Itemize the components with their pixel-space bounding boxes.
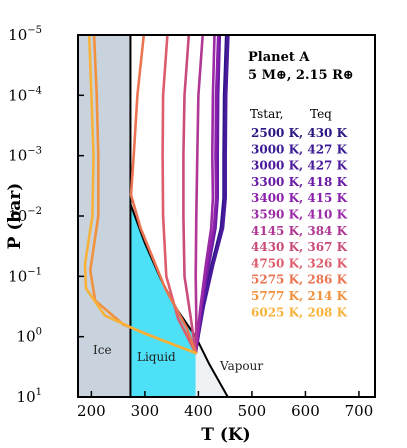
- x-axis-ticks: 200 300 400 500 600 700: [77, 391, 373, 420]
- region-label-ice: Ice: [93, 343, 112, 357]
- x-tick-label-4: 600: [291, 402, 320, 420]
- legend-entry-10: 5275 K, 286 K: [251, 273, 348, 287]
- legend-header-tstar: Tstar,: [250, 107, 284, 121]
- ice-region: [78, 35, 131, 397]
- region-label-vapour: Vapour: [219, 359, 263, 373]
- liquid-region: [130, 203, 196, 397]
- vapour-region: [195, 336, 228, 397]
- y-tick-label-5: 100: [17, 327, 42, 346]
- x-tick-label-3: 500: [238, 402, 267, 420]
- y-tick-label-4: 10−1: [8, 266, 42, 285]
- legend-entry-6: 3590 K, 410 K: [251, 208, 348, 222]
- legend-entry-9: 4750 K, 326 K: [251, 256, 348, 270]
- x-tick-label-0: 200: [77, 402, 106, 420]
- y-tick-label-6: 101: [17, 387, 42, 406]
- profile-line-9: [161, 35, 197, 355]
- legend-entry-8: 4430 K, 367 K: [251, 240, 348, 254]
- planet-mass-radius: 5 M⊕, 2.15 R⊕: [248, 68, 354, 83]
- x-tick-label-2: 400: [184, 402, 213, 420]
- legend-entry-5: 3400 K, 415 K: [251, 191, 348, 205]
- temperature-profiles: [83, 35, 230, 355]
- y-tick-label-2: 10−3: [8, 146, 42, 165]
- legend-entry-7: 4145 K, 384 K: [251, 224, 348, 238]
- x-tick-label-5: 700: [345, 402, 374, 420]
- legend-entry-1: 2500 K, 430 K: [251, 126, 348, 140]
- x-tick-label-1: 300: [131, 402, 160, 420]
- legend-header-teq: Teq: [310, 107, 332, 121]
- legend-entry-11: 5777 K, 214 K: [251, 289, 348, 303]
- legend-entry-2: 3000 K, 427 K: [251, 142, 348, 156]
- profile-line-10: [129, 35, 197, 355]
- y-tick-label-0: 10−5: [8, 25, 42, 44]
- y-axis-label: P (bar): [5, 183, 25, 250]
- x-axis-label: T (K): [201, 425, 250, 445]
- profile-line-12: [83, 35, 197, 355]
- region-label-liquid: Liquid: [137, 350, 176, 364]
- legend: 2500 K, 430 K 3000 K, 427 K 3000 K, 427 K 3…: [251, 126, 348, 319]
- legend-entry-3: 3000 K, 427 K: [251, 159, 348, 173]
- profile-line-6: [194, 35, 216, 355]
- planet-name: Planet A: [248, 50, 310, 65]
- legend-entry-4: 3300 K, 418 K: [251, 175, 348, 189]
- profile-line-8: [182, 35, 197, 355]
- legend-entry-12: 6025 K, 208 K: [251, 305, 348, 319]
- y-tick-label-1: 10−4: [8, 85, 42, 104]
- profile-line-7: [194, 35, 204, 355]
